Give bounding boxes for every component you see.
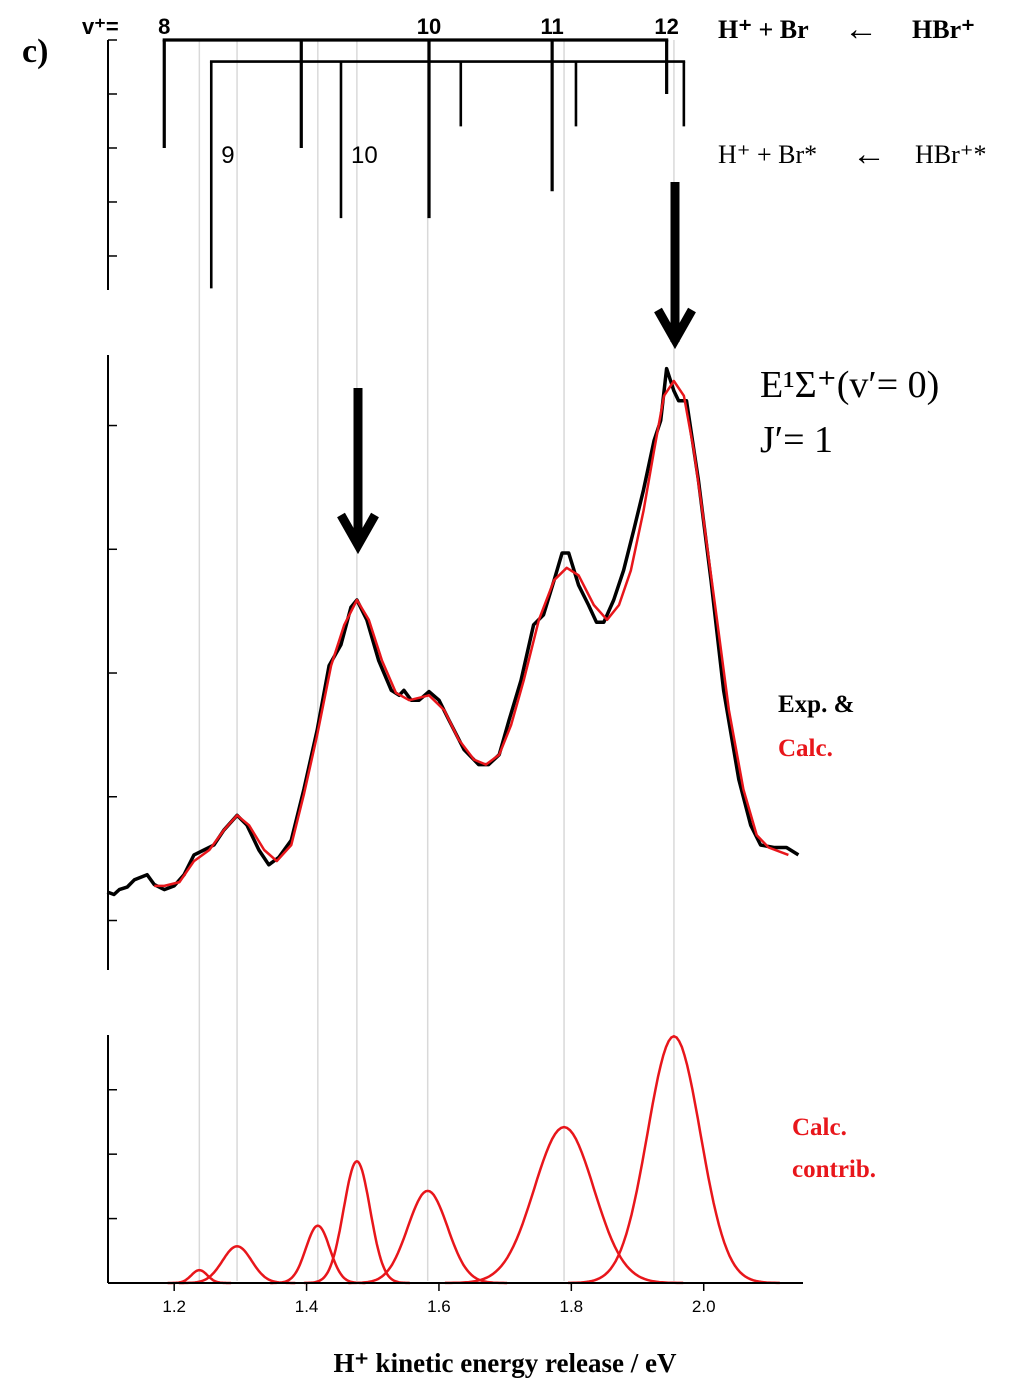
stick-label: 10 bbox=[351, 142, 378, 169]
x-tick-label: 1.2 bbox=[162, 1297, 186, 1316]
arrow-label: ← bbox=[852, 136, 886, 173]
arrow-head bbox=[654, 307, 696, 350]
stick-label: 12 bbox=[654, 14, 678, 39]
panel-label: c) bbox=[22, 33, 48, 70]
line bbox=[106, 366, 800, 897]
x-axis-label: H⁺ kinetic energy release / eV bbox=[334, 1348, 677, 1378]
series-parent: HBr⁺ bbox=[912, 15, 975, 44]
arrows bbox=[337, 182, 696, 555]
stick-label: 8 bbox=[158, 14, 170, 39]
legend-entry: Calc. bbox=[792, 1114, 847, 1141]
legend-entry: Calc. bbox=[778, 735, 833, 762]
component-curve bbox=[444, 1125, 684, 1285]
grid bbox=[198, 40, 675, 1281]
x-tick-label: 2.0 bbox=[692, 1297, 716, 1316]
stick-label: 11 bbox=[541, 14, 564, 39]
annotation: J′= 1 bbox=[760, 419, 833, 461]
component-curve bbox=[568, 1034, 780, 1285]
series-label: H⁺ + Br bbox=[718, 15, 809, 44]
stick-label: 10 bbox=[417, 14, 441, 39]
series-parent: HBr⁺* bbox=[915, 140, 987, 169]
line bbox=[154, 379, 789, 888]
arrow-head bbox=[337, 512, 379, 555]
x-tick-label: 1.8 bbox=[560, 1297, 584, 1316]
legend-entry: contrib. bbox=[792, 1156, 876, 1183]
x-tick-label: 1.4 bbox=[295, 1297, 319, 1316]
component-curve bbox=[303, 1159, 410, 1285]
stick-label: 9 bbox=[221, 142, 234, 169]
series-label: H⁺ + Br* bbox=[718, 140, 817, 169]
v-label: v⁺= bbox=[82, 14, 119, 39]
legend-entry: Exp. & bbox=[778, 691, 854, 718]
component-curve bbox=[270, 1224, 366, 1285]
x-tick-label: 1.6 bbox=[427, 1297, 451, 1316]
arrow-label: ← bbox=[844, 11, 878, 48]
annotation: E¹Σ⁺(v′= 0) bbox=[760, 364, 939, 406]
